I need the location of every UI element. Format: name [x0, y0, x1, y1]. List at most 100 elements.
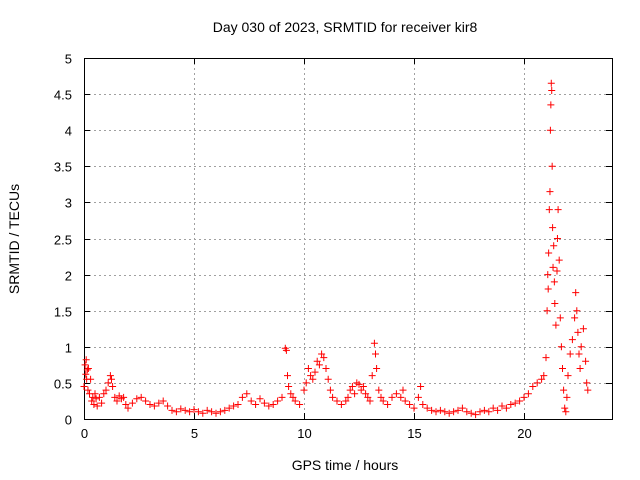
data-point	[362, 390, 370, 398]
data-point	[168, 406, 176, 414]
data-point	[265, 402, 273, 410]
data-point	[351, 390, 359, 398]
data-point	[550, 242, 558, 250]
data-point	[282, 346, 290, 354]
data-point	[120, 393, 128, 401]
data-point	[450, 408, 458, 416]
chart-title: Day 030 of 2023, SRMTID for receiver kir…	[213, 19, 478, 35]
data-point	[221, 406, 229, 414]
data-point	[432, 408, 440, 416]
data-point	[583, 379, 591, 387]
data-point	[93, 402, 101, 410]
data-point	[572, 289, 580, 297]
data-point	[548, 162, 556, 170]
data-point	[454, 406, 462, 414]
data-point	[375, 386, 383, 394]
data-point	[199, 409, 207, 417]
data-point	[289, 393, 297, 401]
y-tick-label: 2	[65, 269, 72, 284]
data-point	[564, 372, 572, 380]
data-point	[357, 386, 365, 394]
data-point	[194, 408, 202, 416]
data-point	[342, 397, 350, 405]
data-point	[80, 383, 88, 391]
data-point	[190, 406, 198, 414]
data-point	[83, 366, 91, 374]
data-point	[252, 401, 260, 409]
data-point	[379, 397, 387, 405]
data-point	[212, 409, 220, 417]
data-point	[384, 401, 392, 409]
data-point	[566, 350, 574, 358]
data-point	[545, 206, 553, 214]
data-point	[372, 350, 379, 358]
data-point	[472, 411, 480, 419]
data-point	[307, 372, 315, 380]
data-point	[485, 408, 493, 416]
data-point	[529, 383, 537, 391]
data-point	[544, 271, 552, 279]
data-point	[84, 364, 92, 372]
data-point	[553, 235, 561, 242]
data-point	[309, 375, 317, 383]
data-point	[146, 401, 154, 409]
data-point	[82, 370, 90, 378]
data-point	[91, 390, 99, 398]
data-point	[122, 401, 130, 409]
data-point	[584, 386, 592, 394]
data-point	[311, 368, 319, 376]
y-axis-title: SRMTID / TECUs	[6, 184, 22, 294]
data-point	[150, 402, 158, 410]
data-point	[355, 380, 363, 388]
y-tick-label: 2.5	[54, 233, 72, 248]
data-point	[423, 404, 431, 412]
data-point	[489, 404, 497, 412]
data-point	[137, 393, 145, 401]
data-point	[296, 401, 304, 409]
data-point	[579, 325, 587, 333]
data-point	[563, 393, 571, 401]
data-point	[216, 408, 224, 416]
data-point	[463, 408, 471, 416]
grid	[84, 58, 612, 419]
data-point	[89, 393, 97, 401]
data-point	[238, 393, 246, 401]
data-point	[441, 408, 449, 416]
data-point	[315, 361, 323, 369]
y-tick-label: 3.5	[54, 160, 72, 175]
data-point	[571, 314, 579, 322]
data-point	[318, 350, 326, 358]
data-point	[507, 401, 515, 409]
tick-labels: 0 5 10 15 20 0 0.5 1 1.5 2 2.5 3 3.5 4 4.5 5	[54, 52, 532, 442]
data-point	[177, 405, 185, 413]
data-point	[92, 395, 100, 403]
data-point	[87, 375, 95, 383]
data-point	[274, 397, 282, 405]
data-point	[181, 406, 189, 414]
data-point	[159, 397, 167, 405]
data-point	[549, 263, 557, 271]
data-point	[225, 404, 233, 412]
data-point	[359, 383, 367, 391]
y-tick-label: 4	[65, 124, 72, 139]
data-point	[467, 409, 475, 417]
data-point	[582, 357, 590, 365]
data-point	[406, 401, 414, 409]
data-point	[540, 372, 548, 380]
data-point	[502, 404, 510, 412]
data-point	[557, 343, 565, 351]
y-tick-label: 1	[65, 341, 72, 356]
data-point	[445, 409, 453, 417]
data-point	[511, 399, 519, 407]
data-point	[414, 393, 422, 401]
data-point	[109, 383, 117, 391]
data-point	[285, 383, 293, 391]
data-point	[313, 357, 321, 365]
data-point	[333, 397, 341, 405]
data-point	[553, 267, 561, 275]
data-point	[111, 393, 119, 401]
data-point	[291, 397, 299, 405]
data-point	[388, 393, 396, 401]
data-point	[287, 390, 295, 398]
data-point	[551, 299, 559, 307]
